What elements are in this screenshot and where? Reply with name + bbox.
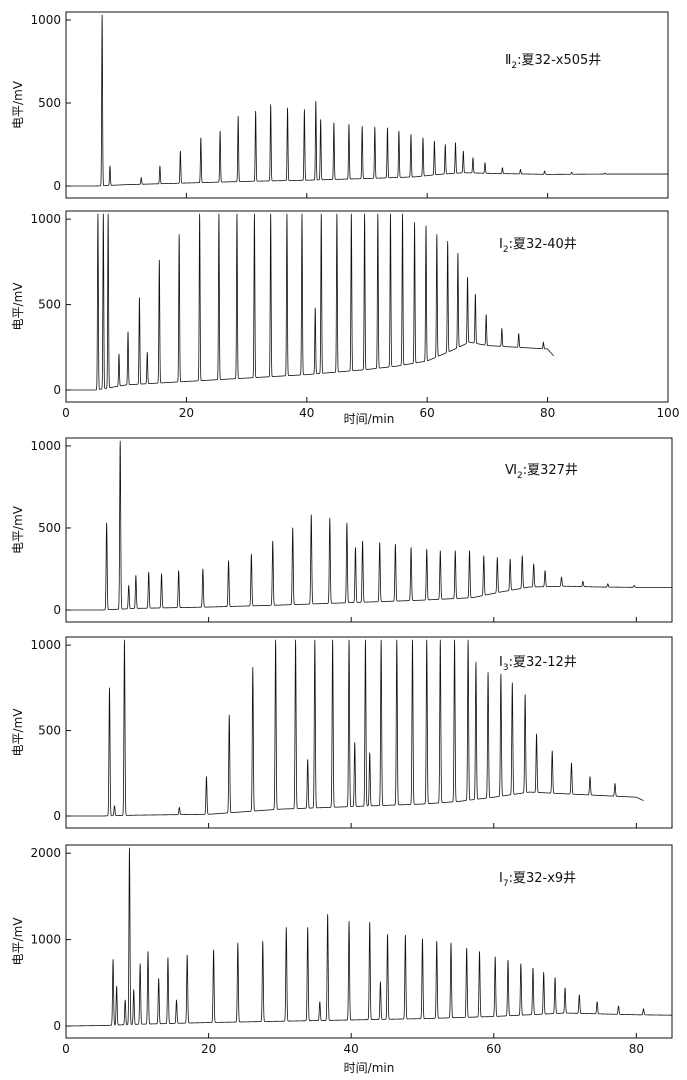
y-tick-label: 1000 [30, 638, 61, 652]
panel-label-subscript: 2 [511, 61, 517, 71]
y-tick-label: 500 [38, 521, 61, 535]
y-tick-label: 500 [38, 96, 61, 110]
plot-frame [65, 210, 669, 403]
x-tick-label: 80 [629, 1042, 644, 1056]
y-tick-label: 1000 [30, 439, 61, 453]
y-tick-label: 0 [53, 603, 61, 617]
plot-frame [65, 636, 673, 829]
y-axis-title: 电平/mV [11, 917, 25, 966]
x-axis-title: 时间/min [344, 412, 395, 426]
x-tick-label: 80 [540, 406, 555, 420]
y-tick-label: 0 [53, 809, 61, 823]
y-axis-title: 电平/mV [11, 505, 25, 554]
y-tick-label: 1000 [30, 13, 61, 27]
chromatogram-trace [65, 14, 669, 187]
x-tick-label: 20 [201, 1042, 216, 1056]
panel-label-subscript: 3 [503, 663, 509, 673]
panel-label-roman: Ⅵ [505, 463, 517, 478]
y-tick-label: 1000 [30, 933, 61, 947]
y-axis-title: 电平/mV [11, 80, 25, 129]
plot-frame [65, 11, 669, 199]
panel-label-subscript: 2 [517, 471, 523, 481]
panel-label-roman: Ⅰ [499, 237, 503, 252]
y-tick-label: 500 [38, 724, 61, 738]
panel-label: Ⅰ7:夏32-x9井 [499, 871, 576, 889]
x-axis-title: 时间/min [344, 1061, 395, 1075]
x-tick-label: 100 [657, 406, 680, 420]
chromatogram-trace [65, 847, 673, 1027]
chromatogram-trace [65, 213, 554, 391]
panel-label-well: :夏32-12井 [509, 655, 577, 670]
chromatogram-trace [65, 440, 673, 611]
panel-label-roman: Ⅱ [505, 53, 511, 68]
chart-panel-2: 0 500 1000 0 20 40 60 80 100 电平/mV Ⅰ2:夏32-40井时间/mi… [11, 210, 680, 426]
y-tick-label: 2000 [30, 846, 61, 860]
panel-label-roman: Ⅰ [499, 655, 503, 670]
panel-label-well: :夏327井 [523, 463, 578, 478]
panel-label: Ⅱ2:夏32-x505井 [505, 53, 601, 71]
chart-panel-3: 0 500 1000 电平/mV Ⅵ2:夏327井 [11, 437, 673, 623]
x-tick-label: 60 [420, 406, 435, 420]
panel-label: Ⅵ2:夏327井 [505, 463, 578, 481]
panel-label-subscript: 7 [503, 879, 509, 889]
x-tick-label: 60 [486, 1042, 501, 1056]
x-tick-label: 20 [179, 406, 194, 420]
chromatogram-trace [65, 639, 644, 817]
plot-frame [65, 437, 673, 623]
panel-label-well: :夏32-x505井 [517, 53, 601, 68]
x-tick-label: 40 [344, 1042, 359, 1056]
y-tick-label: 1000 [30, 212, 61, 226]
y-tick-label: 0 [53, 1019, 61, 1033]
x-tick-label: 0 [62, 406, 70, 420]
panel-label: Ⅰ2:夏32-40井 [499, 237, 577, 255]
panel-label-subscript: 2 [503, 245, 509, 255]
y-tick-label: 0 [53, 179, 61, 193]
y-tick-label: 500 [38, 298, 61, 312]
panel-label-roman: Ⅰ [499, 871, 503, 886]
panel-label-well: :夏32-40井 [509, 237, 577, 252]
chart-panel-4: 0 500 1000 电平/mV Ⅰ3:夏32-12井 [11, 636, 673, 829]
y-axis-title: 电平/mV [11, 282, 25, 331]
panel-label-well: :夏32-x9井 [509, 871, 577, 886]
plot-frame [65, 844, 673, 1039]
chart-panel-1: 0 500 1000 电平/mV Ⅱ2:夏32-x505井 [11, 11, 669, 199]
x-tick-label: 0 [62, 1042, 70, 1056]
y-tick-label: 0 [53, 383, 61, 397]
x-tick-label: 40 [299, 406, 314, 420]
panel-label: Ⅰ3:夏32-12井 [499, 655, 577, 673]
y-axis-title: 电平/mV [11, 708, 25, 757]
